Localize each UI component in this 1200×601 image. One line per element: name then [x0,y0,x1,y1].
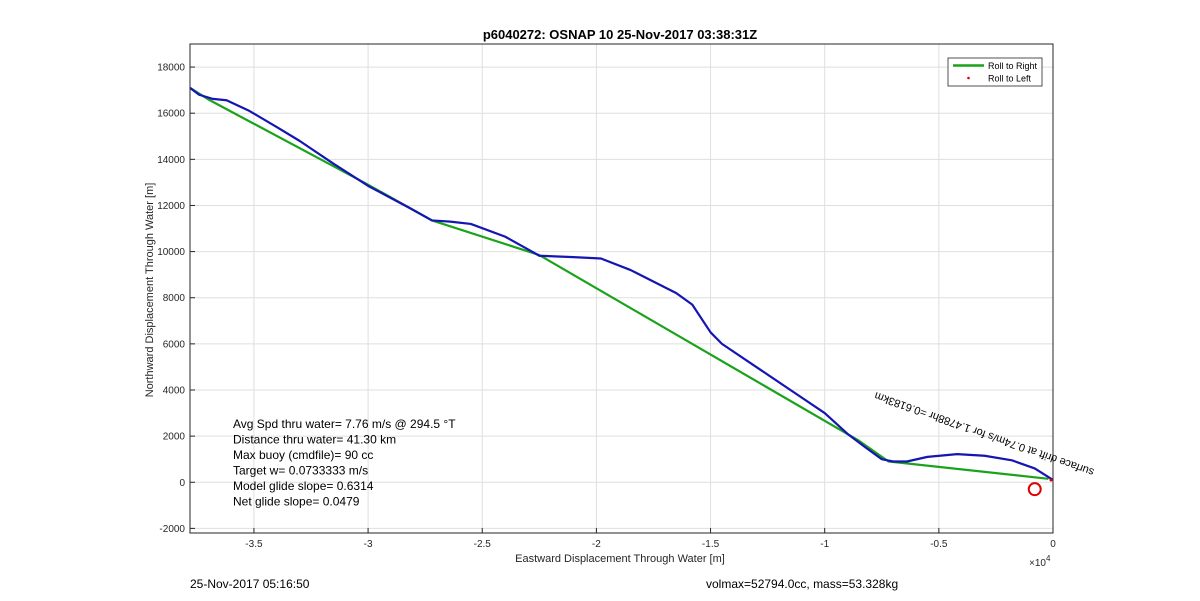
legend-box [947,57,1043,87]
y-tick-label: 16000 [157,109,185,120]
stats-annotation-line: Model glide slope= 0.6314 [233,479,374,493]
legend: Roll to Right Roll to Left [947,57,1043,87]
y-axis-ticks: -2000 0 2000 4000 6000 8000 10000 12000 14000 160… [157,63,195,535]
x-tick-label: -1 [820,539,829,550]
y-tick-label: 8000 [163,293,186,304]
legend-swatch-roll-left [967,76,970,80]
x-tick-label: -3.5 [245,539,263,550]
y-tick-label: 18000 [157,63,185,74]
footer-volmax-mass: volmax=52794.0cc, mass=53.328kg [706,577,898,591]
stats-annotation-line: Distance thru water= 41.30 km [233,433,396,447]
y-tick-label: 6000 [163,339,186,350]
series-layer [190,86,1053,482]
x-tick-label: 0 [1050,539,1056,550]
x-tick-label: -2.5 [474,539,492,550]
y-tick-label: 10000 [157,247,185,258]
x-tick-label: -3 [364,539,373,550]
series-track-line [190,86,1053,481]
footer-timestamp: 25-Nov-2017 05:16:50 [190,577,310,591]
y-tick-label: 12000 [157,201,185,212]
stats-annotation-line: Max buoy (cmdfile)= 90 cc [233,448,373,462]
y-tick-label: -2000 [159,524,185,535]
y-tick-label: 4000 [163,385,186,396]
y-tick-label: 0 [179,478,185,489]
track-annotation: surface drift at 0.74m/s for 1.4788hr =0… [873,389,1096,478]
current-position-marker [1027,482,1042,497]
y-axis-label: Northward Displacement Through Water [m] [144,183,156,398]
x-tick-label: -1.5 [702,539,720,550]
y-tick-label: 14000 [157,155,185,166]
grid [190,44,1054,533]
roll-left-point [1049,478,1053,482]
series-roll-right-line [190,86,1049,480]
legend-label-roll-right: Roll to Right [988,61,1038,71]
x-tick-label: -2 [592,539,601,550]
stats-annotation-line: Target w= 0.0733333 m/s [233,464,368,478]
stats-annotations: Avg Spd thru water= 7.76 m/s @ 294.5 °T D… [233,417,456,509]
legend-label-roll-left: Roll to Left [988,74,1032,84]
y-tick-label: 2000 [163,432,186,443]
x-axis-label: Eastward Displacement Through Water [m] [515,553,725,565]
stats-annotation-line: Net glide slope= 0.0479 [233,495,360,509]
stats-annotation-line: Avg Spd thru water= 7.76 m/s @ 294.5 °T [233,417,456,431]
x-axis-ticks: -3.5 -3 -2.5 -2 -1.5 -1 -0.5 0 [245,528,1056,550]
x-exponent-label: ×104 [1029,554,1051,569]
chart-title: p6040272: OSNAP 10 25-Nov-2017 03:38:31Z [483,27,757,42]
plot-frame [189,43,1054,534]
x-tick-label: -0.5 [930,539,948,550]
